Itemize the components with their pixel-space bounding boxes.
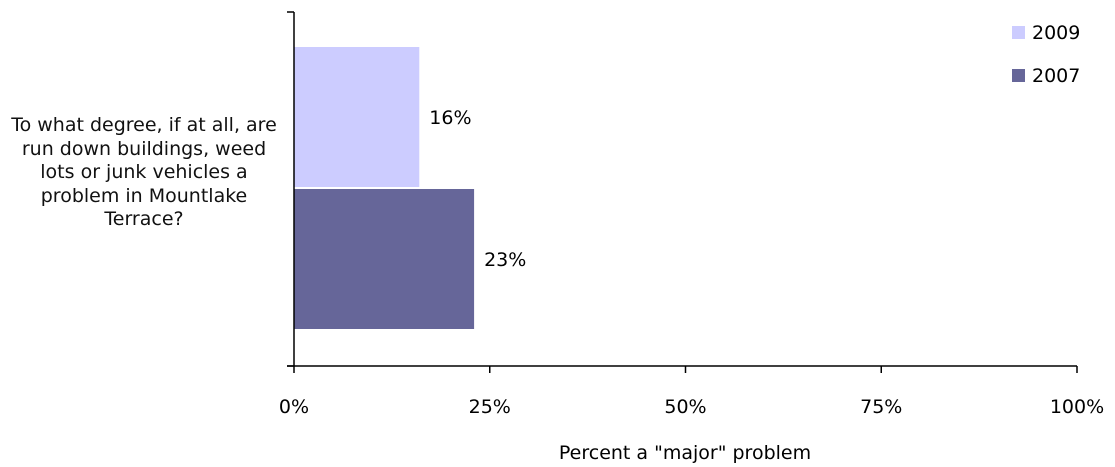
category-label: To what degree, if at all, are run down … <box>11 114 277 230</box>
bars-group <box>294 47 475 329</box>
bar-2009 <box>294 47 420 187</box>
x-tick-label-75: 75% <box>860 396 902 418</box>
x-tick-label-0: 0% <box>279 396 309 418</box>
x-tick-labels-group: 0% 25% 50% 75% 100% <box>279 396 1104 418</box>
x-tick-label-25: 25% <box>469 396 511 418</box>
data-label-2009: 16% <box>429 107 471 129</box>
legend-label-2009: 2009 <box>1032 22 1080 44</box>
data-label-2007: 23% <box>484 249 526 271</box>
bar-2007 <box>294 189 475 329</box>
legend-swatch-2007 <box>1012 69 1025 82</box>
x-axis-title: Percent a "major" problem <box>559 442 811 464</box>
legend: 2009 2007 <box>1012 22 1080 87</box>
legend-swatch-2009 <box>1012 26 1025 39</box>
x-tick-label-50: 50% <box>664 396 706 418</box>
tick-marks-group <box>287 11 1078 373</box>
data-labels-group: 16% 23% <box>429 107 526 271</box>
legend-label-2007: 2007 <box>1032 65 1080 87</box>
x-tick-label-100: 100% <box>1050 396 1104 418</box>
